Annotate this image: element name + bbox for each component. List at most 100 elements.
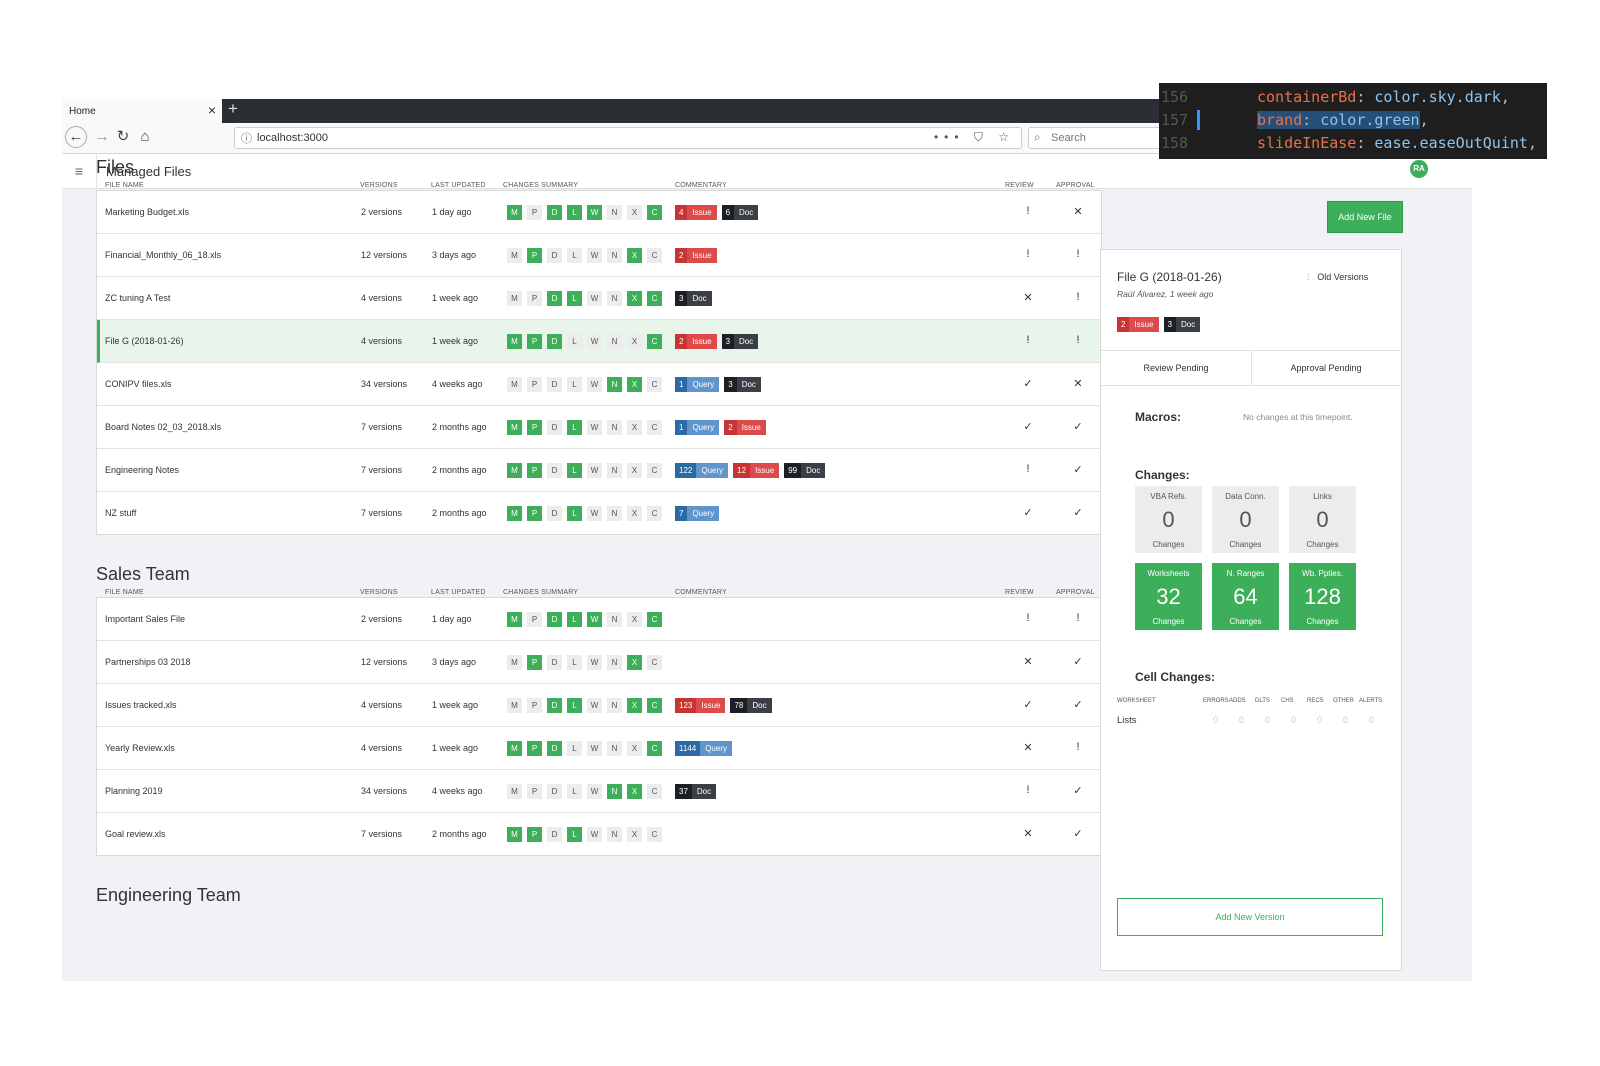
commentary-badge-query[interactable]: 122 Query (675, 463, 729, 478)
review-status-icon[interactable]: ! (1026, 612, 1030, 624)
table-row[interactable]: Goal review.xls 7 versions 2 months ago M P D… (97, 813, 1101, 855)
review-status-icon[interactable]: ✓ (1023, 507, 1033, 519)
file-name[interactable]: Goal review.xls (105, 829, 166, 839)
forward-icon[interactable]: → (94, 128, 110, 145)
table-row[interactable]: Partnerships 03 2018 12 versions 3 days ag… (97, 641, 1101, 684)
review-status-icon[interactable]: ! (1026, 205, 1030, 217)
commentary-badge-doc[interactable]: 3 Doc (1163, 317, 1201, 332)
approval-status-icon[interactable]: ! (1076, 291, 1080, 303)
file-name[interactable]: Issues tracked.xls (105, 700, 177, 710)
site-info-icon[interactable]: ⓘ (241, 133, 252, 145)
file-name[interactable]: NZ stuff (105, 508, 137, 518)
review-status-icon[interactable]: ! (1026, 463, 1030, 475)
approval-status-icon[interactable]: ✓ (1073, 507, 1083, 519)
commentary-badge-query[interactable]: 7 Query (675, 506, 720, 521)
add-new-version-button[interactable]: Add New Version (1117, 898, 1383, 936)
commentary-badge-query[interactable]: 1 Query (675, 377, 720, 392)
commentary-badge-issue[interactable]: 12 Issue (733, 463, 780, 478)
commentary-badge-doc[interactable]: 78 Doc (730, 698, 772, 713)
commentary-badge-query[interactable]: 1144 Query (675, 741, 732, 756)
review-status-icon[interactable]: ! (1026, 248, 1030, 260)
approval-status-icon[interactable]: ! (1076, 612, 1080, 624)
approval-status-icon[interactable]: ✓ (1073, 828, 1083, 840)
table-row[interactable]: Board Notes 02_03_2018.xls 7 versions 2 mo… (97, 406, 1101, 449)
new-tab-button[interactable]: + (228, 99, 238, 118)
file-name[interactable]: File G (2018-01-26) (105, 336, 184, 346)
table-row[interactable]: CONIPV files.xls 34 versions 4 weeks ago M P… (97, 363, 1101, 406)
review-status-icon[interactable]: ! (1026, 334, 1030, 346)
table-row[interactable]: Financial_Monthly_06_18.xls 12 versions 3 … (97, 234, 1101, 277)
table-row[interactable]: ZC tuning A Test 4 versions 1 week ago M P D L… (97, 277, 1101, 320)
approval-status-icon[interactable]: ✓ (1073, 656, 1083, 668)
file-name[interactable]: CONIPV files.xls (105, 379, 172, 389)
url-bar[interactable]: ⓘ localhost:3000 ••• ⛉ ☆ (234, 127, 1022, 149)
add-new-file-button[interactable]: Add New File (1327, 201, 1403, 233)
tab-close-icon[interactable]: × (207, 102, 216, 118)
review-status-icon[interactable]: ✓ (1023, 378, 1033, 390)
commentary-badge-issue[interactable]: 2 Issue (675, 248, 717, 263)
table-row[interactable]: Marketing Budget.xls 2 versions 1 day ago M… (97, 191, 1101, 234)
commentary-badge-doc[interactable]: 3 Doc (675, 291, 712, 306)
change-tile[interactable]: Data Conn. 0 Changes (1212, 486, 1279, 553)
approval-status-icon[interactable]: ! (1076, 248, 1080, 260)
change-tile[interactable]: N. Ranges 64 Changes (1212, 563, 1279, 630)
file-name[interactable]: Board Notes 02_03_2018.xls (105, 422, 222, 432)
commentary-badge-issue[interactable]: 2 Issue (1117, 317, 1159, 332)
approval-status-icon[interactable]: ✕ (1073, 206, 1083, 218)
file-name[interactable]: Engineering Notes (105, 465, 180, 475)
file-name[interactable]: Financial_Monthly_06_18.xls (105, 250, 222, 260)
commentary-badge-issue[interactable]: 2 Issue (675, 334, 717, 349)
change-tile[interactable]: VBA Refs. 0 Changes (1135, 486, 1202, 553)
table-row[interactable]: NZ stuff 7 versions 2 months ago M P D L W N X C 7 Q… (97, 492, 1101, 534)
file-name[interactable]: Yearly Review.xls (105, 743, 175, 753)
search-placeholder[interactable]: Search (1051, 132, 1086, 144)
review-status-icon[interactable]: ✕ (1023, 656, 1033, 668)
commentary-badge-doc[interactable]: 99 Doc (784, 463, 826, 478)
approval-status-icon[interactable]: ! (1076, 334, 1080, 346)
table-row[interactable]: File G (2018-01-26) 4 versions 1 week ago M… (97, 320, 1101, 363)
commentary-badge-doc[interactable]: 3 Doc (721, 334, 759, 349)
commentary-badge-issue[interactable]: 2 Issue (724, 420, 766, 435)
hamburger-menu-icon[interactable]: ≡ (62, 154, 97, 188)
approval-status-icon[interactable]: ✓ (1073, 785, 1083, 797)
approval-status-icon[interactable]: ✕ (1073, 378, 1083, 390)
tab-approval-pending[interactable]: Approval Pending (1290, 363, 1362, 373)
change-tile[interactable]: Wb. Ppties. 128 Changes (1289, 563, 1356, 630)
browser-tab[interactable]: Home × (62, 99, 222, 123)
tab-review-pending[interactable]: Review Pending (1101, 351, 1252, 385)
review-status-icon[interactable]: ✓ (1023, 421, 1033, 433)
review-status-icon[interactable]: ✕ (1023, 828, 1033, 840)
table-row[interactable]: Issues tracked.xls 4 versions 1 week ago M P… (97, 684, 1101, 727)
table-row[interactable]: Planning 2019 34 versions 4 weeks ago M P D L W… (97, 770, 1101, 813)
review-status-icon[interactable]: ✕ (1023, 742, 1033, 754)
home-icon[interactable]: ⌂ (140, 128, 150, 145)
reload-icon[interactable]: ↻ (116, 128, 130, 145)
table-row[interactable]: Yearly Review.xls 4 versions 1 week ago M P D… (97, 727, 1101, 770)
change-tile[interactable]: Links 0 Changes (1289, 486, 1356, 553)
approval-status-icon[interactable]: ✓ (1073, 699, 1083, 711)
approval-status-icon[interactable]: ! (1076, 741, 1080, 753)
review-status-icon[interactable]: ✕ (1023, 292, 1033, 304)
commentary-badge-doc[interactable]: 37 Doc (675, 784, 717, 799)
file-name[interactable]: ZC tuning A Test (105, 293, 171, 303)
table-row[interactable]: Important Sales File 2 versions 1 day ago M… (97, 598, 1101, 641)
approval-status-icon[interactable]: ✓ (1073, 464, 1083, 476)
commentary-badge-doc[interactable]: 6 Doc (721, 205, 759, 220)
file-name[interactable]: Marketing Budget.xls (105, 207, 190, 217)
file-name[interactable]: Planning 2019 (105, 786, 163, 796)
table-row[interactable]: Engineering Notes 7 versions 2 months ago M… (97, 449, 1101, 492)
old-versions-button[interactable]: ⫶ Old Versions (1307, 272, 1368, 283)
commentary-badge-query[interactable]: 1 Query (675, 420, 720, 435)
review-status-icon[interactable]: ✓ (1023, 699, 1033, 711)
commentary-badge-issue[interactable]: 123 Issue (675, 698, 726, 713)
review-status-icon[interactable]: ! (1026, 784, 1030, 796)
commentary-badge-issue[interactable]: 4 Issue (675, 205, 717, 220)
back-icon[interactable]: ← (65, 126, 87, 148)
commentary-badge-doc[interactable]: 3 Doc (724, 377, 761, 392)
url-text[interactable]: localhost:3000 (257, 132, 328, 144)
avatar[interactable]: RA (1410, 160, 1428, 178)
page-actions-icon[interactable]: ••• ⛉ ☆ (933, 130, 1015, 144)
change-tile[interactable]: Worksheets 32 Changes (1135, 563, 1202, 630)
file-name[interactable]: Important Sales File (105, 614, 186, 624)
approval-status-icon[interactable]: ✓ (1073, 421, 1083, 433)
